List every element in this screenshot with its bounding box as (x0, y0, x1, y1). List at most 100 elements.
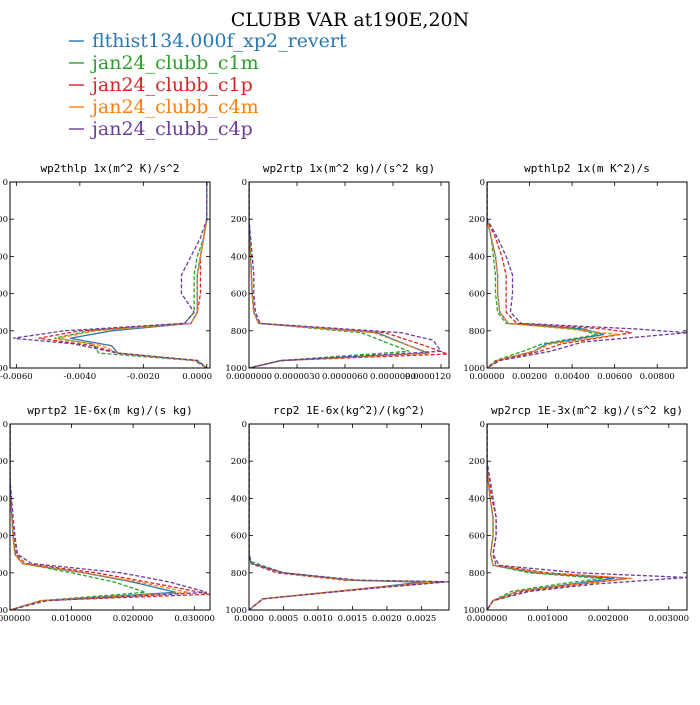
series-line (487, 182, 605, 368)
chart-panel: wp2rcp 1E-3x(m^2 kg)/(s^2 kg) 0 200 400 600 8… (463, 404, 689, 624)
series-line (10, 424, 189, 610)
series-line (487, 182, 687, 368)
y-tick-label: 0 (480, 178, 485, 188)
plot-frame (248, 181, 450, 369)
legend-label: flthist134.000f_xp2_revert (92, 30, 347, 52)
y-tick-label: 800 (469, 569, 485, 579)
x-tick-label: 0.00000 (469, 372, 504, 382)
series-line (10, 424, 177, 610)
series-line (13, 182, 208, 368)
chart-panel: wp2rtp 1x(m^2 kg)/(s^2 kg) 0 200 400 600 800 1… (225, 162, 451, 382)
y-tick-label: 1000 (0, 364, 8, 374)
y-tick-label: 800 (231, 569, 247, 579)
x-tick-label: 0.0000 (182, 372, 212, 382)
x-tick-label: 0.000000 (467, 614, 508, 624)
y-tick-label: 600 (469, 532, 485, 542)
series-line (249, 182, 431, 368)
series-line (57, 182, 208, 368)
series-line (487, 182, 632, 368)
y-tick-label: 400 (0, 252, 8, 262)
y-tick-label: 800 (0, 327, 8, 337)
x-tick-label: 0.001000 (527, 614, 568, 624)
series-group (249, 424, 449, 610)
x-tick-label: -0.0020 (127, 372, 160, 382)
panel-title: wp2rtp 1x(m^2 kg)/(s^2 kg) (263, 162, 435, 175)
x-tick-label: 0.00800 (640, 372, 675, 382)
x-tick-label: 0.002000 (588, 614, 629, 624)
series-group (487, 182, 687, 368)
x-tick-label: 0.030000 (174, 614, 215, 624)
series-line (487, 424, 633, 610)
legend-item: jan24_clubb_c4m (69, 96, 259, 118)
plot-frame (9, 181, 211, 369)
legend-label: jan24_clubb_c4p (90, 118, 253, 140)
y-tick-label: 1000 (0, 606, 8, 616)
y-tick-label: 800 (469, 327, 485, 337)
y-tick-label: 800 (231, 327, 247, 337)
y-tick-label: 400 (469, 252, 485, 262)
y-tick-label: 200 (0, 215, 8, 225)
series-group (249, 182, 448, 368)
chart-panel: rcp2 1E-6x(kg^2)/(kg^2) 0 200 400 600 800 1000… (225, 404, 450, 624)
series-line (487, 424, 615, 610)
y-tick-label: 0 (3, 420, 8, 430)
x-tick-label: -0.0040 (64, 372, 97, 382)
panel-title: wpthlp2 1x(m K^2)/s (524, 162, 650, 175)
x-tick-label: 0.0000060 (322, 372, 368, 382)
x-tick-label: 0.010000 (51, 614, 92, 624)
chart-panel: wpthlp2 1x(m K^2)/s020040060080010000.00… (463, 162, 688, 382)
x-tick-label: 0.0000090 (370, 372, 416, 382)
y-tick-label: 800 (0, 569, 8, 579)
x-tick-label: 0.00400 (555, 372, 590, 382)
legend: flthist134.000f_xp2_revert jan24_clubb_c1… (69, 30, 347, 140)
y-tick-label: 200 (231, 457, 247, 467)
legend-label: jan24_clubb_c4m (90, 96, 259, 118)
x-tick-label: 0.00600 (597, 372, 632, 382)
panels: wp2thlp 1x(m^2 K)/s^202004006008001000-0… (0, 162, 689, 624)
legend-item: jan24_clubb_c1p (69, 74, 253, 96)
x-tick-label: 0.0020 (372, 614, 402, 624)
y-tick-label: 200 (0, 457, 8, 467)
x-tick-label: 0.00200 (512, 372, 547, 382)
chart-panel: wp2thlp 1x(m^2 K)/s^202004006008001000-0… (0, 162, 212, 382)
x-tick-label: 0.0000 (234, 614, 264, 624)
panel-title: wp2thlp 1x(m^2 K)/s^2 (40, 162, 179, 175)
series-line (249, 182, 448, 368)
x-tick-label: 0.0000120 (405, 372, 451, 382)
x-tick-label: -0.0060 (0, 372, 33, 382)
series-group (13, 182, 208, 368)
series-line (249, 182, 410, 368)
y-tick-label: 0 (242, 420, 247, 430)
legend-label: jan24_clubb_c1p (90, 74, 253, 96)
y-tick-label: 600 (231, 290, 247, 300)
series-line (70, 182, 208, 368)
y-tick-label: 600 (0, 532, 8, 542)
series-line (10, 424, 146, 610)
series-line (10, 424, 210, 610)
y-tick-label: 400 (469, 494, 485, 504)
y-tick-label: 400 (231, 494, 247, 504)
series-line (249, 182, 429, 368)
y-tick-label: 400 (231, 252, 247, 262)
chart-panel: wprtp2 1E-6x(m kg)/(s kg) 0 200 400 600 800 10… (0, 404, 215, 624)
series-group (487, 424, 687, 610)
x-tick-label: 0.020000 (113, 614, 154, 624)
series-line (487, 182, 619, 368)
x-tick-label: 0.0000000 (226, 372, 272, 382)
series-line (249, 182, 443, 368)
y-tick-label: 0 (480, 420, 485, 430)
plot-frame (486, 181, 688, 369)
series-group (10, 424, 210, 610)
y-tick-label: 1000 (225, 364, 247, 374)
x-tick-label: 0.0000030 (274, 372, 320, 382)
x-tick-label: 0.003000 (649, 614, 690, 624)
x-tick-label: 0.0010 (303, 614, 333, 624)
panel-title: wprtp2 1E-6x(m kg)/(s kg) (27, 404, 193, 417)
panel-title: wp2rcp 1E-3x(m^2 kg)/(s^2 kg) (491, 404, 683, 417)
panel-title: rcp2 1E-6x(kg^2)/(kg^2) (273, 404, 425, 417)
series-line (249, 424, 436, 610)
plot-frame (486, 423, 688, 611)
plot-frame (9, 423, 211, 611)
